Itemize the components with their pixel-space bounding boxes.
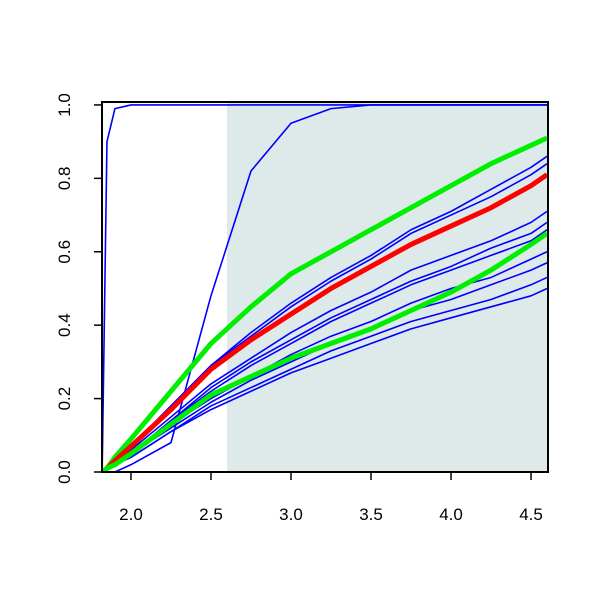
y-tick-label: 0.4: [55, 313, 74, 337]
y-tick-label: 0.0: [55, 460, 74, 484]
series-line: [102, 172, 548, 472]
x-tick-label: 2.0: [119, 505, 143, 524]
y-tick-label: 0.2: [55, 387, 74, 411]
plot-area: [102, 102, 548, 472]
y-tick-label: 0.8: [55, 167, 74, 191]
y-tick-label: 0.6: [55, 240, 74, 264]
x-tick-label: 3.5: [359, 505, 383, 524]
x-tick-label: 4.5: [519, 505, 543, 524]
series-line: [102, 104, 548, 472]
x-tick-label: 4.0: [439, 505, 463, 524]
x-tick-label: 2.5: [199, 505, 223, 524]
y-tick-label: 1.0: [55, 93, 74, 117]
plot-frame: [101, 101, 549, 473]
series-line: [102, 231, 548, 472]
x-tick-label: 3.0: [279, 505, 303, 524]
series-line: [102, 135, 548, 472]
